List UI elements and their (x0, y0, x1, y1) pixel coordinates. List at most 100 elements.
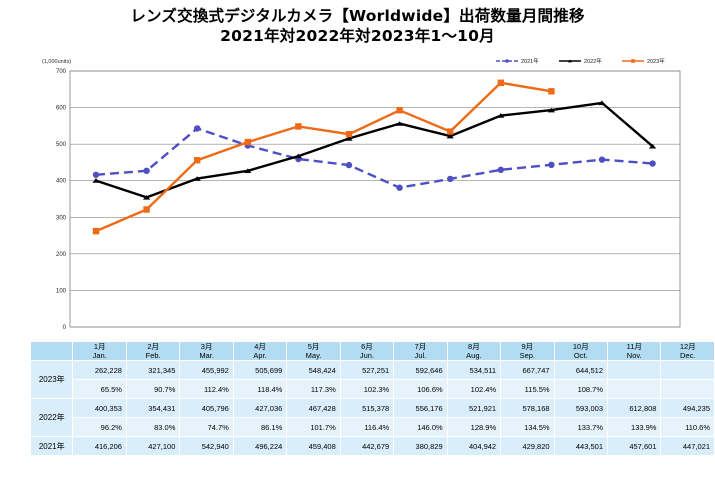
cell-2022-ratio: 101.7% (286, 417, 341, 437)
month-header-en: Jan. (92, 351, 107, 360)
point-2023年-5 (295, 123, 302, 130)
month-header-ja: 3月 (200, 342, 213, 352)
cell-2021-units: 542,940 (179, 436, 234, 456)
month-header-ja: 9月 (521, 342, 534, 352)
point-2021年-8 (447, 175, 454, 183)
cell-2021-units: 427,100 (125, 436, 181, 456)
row-label-2023: 2023年 (29, 360, 74, 399)
cell-2021-units: 496,224 (232, 436, 288, 456)
table-row-2021-units: 2021年 416,206 427,100 542,940 496,224 459,40… (29, 436, 715, 456)
series-line-2023年 (95, 81, 552, 233)
month-header-ja: 5月 (307, 342, 320, 352)
cell-2023-units: 667,747 (500, 360, 555, 380)
legend-marker-2023年 (631, 59, 635, 63)
cell-2023-ratio: 90.7% (125, 379, 181, 399)
cell-2021-units: 416,206 (72, 436, 127, 456)
row-label-2021: 2021年 (29, 436, 74, 456)
point-2022年-10 (547, 107, 555, 113)
cell-2023-ratio: 108.7% (553, 379, 609, 399)
chart-subtitle: 2021年対2022年対2023年1～10月 (220, 27, 495, 45)
month-header-ja: 7月 (414, 342, 427, 352)
month-header-cell: 2月 Feb. (125, 341, 181, 361)
point-2022年-4 (244, 168, 252, 174)
point-2021年-6 (345, 161, 353, 169)
point-2021年-2 (143, 167, 150, 175)
y-axis-ticks: 0 100 200 300 400 500 600 700 (56, 69, 67, 331)
point-2023年-3 (194, 157, 201, 164)
point-2022年-2 (143, 194, 151, 200)
cell-2023-units: 262,228 (72, 360, 127, 380)
month-header-cell: 12月 Dec. (660, 341, 715, 361)
legend-marker-2022年 (568, 59, 572, 63)
month-header-cell: 4月 Apr. (232, 341, 288, 361)
cell-2023-units: 455,992 (179, 360, 234, 380)
month-header-en: Aug. (466, 351, 482, 360)
legend-label-2021年: 2021年 (521, 57, 539, 65)
cell-2021-units: 447,021 (660, 436, 715, 456)
y-tick-label: 200 (56, 252, 67, 258)
cell-2023-units: 592,646 (393, 360, 448, 380)
cell-2022-units: 400,353 (72, 398, 127, 418)
point-2022年-1 (92, 178, 100, 183)
cell-2023-ratio: 115.5% (500, 379, 555, 399)
cell-2023-ratio: 112.4% (179, 379, 234, 399)
cell-2021-units: 443,501 (553, 436, 609, 456)
y-tick-label: 500 (56, 142, 67, 148)
series-2022年 (92, 100, 657, 200)
point-2021年-11 (598, 156, 606, 163)
table-row-2022-units: 2022年 400,353 354,431 405,796 427,036 467,42… (29, 398, 715, 437)
month-header-ja: 12月 (679, 342, 696, 352)
point-2022年-7 (396, 121, 404, 126)
cell-2022-ratio: 96.2% (72, 417, 127, 437)
cell-2022-units: 593,003 (553, 398, 609, 418)
cell-2023-units: 534,511 (446, 360, 502, 380)
month-header-en: Apr. (253, 351, 267, 360)
legend-label-2023年: 2023年 (647, 57, 665, 65)
series-2023年 (92, 79, 555, 235)
point-2022年-11 (598, 100, 606, 106)
table-row-2023-ratio: 65.5% 90.7% 112.4% 118.4% 117.3% 102.3% 106.6%… (31, 379, 715, 399)
cell-2021-units: 429,820 (500, 436, 555, 456)
cell-2021-units: 457,601 (607, 436, 662, 456)
point-2022年-8 (446, 133, 454, 139)
month-header-ja: 6月 (361, 342, 373, 352)
point-2022年-3 (193, 176, 201, 181)
month-header-ja: 11月 (626, 342, 642, 352)
month-header-en: Mar. (199, 351, 214, 360)
chart-grid (70, 70, 680, 328)
series-line-2021年 (95, 127, 653, 189)
point-2021年-7 (396, 184, 403, 191)
month-header-en: Nov. (626, 351, 642, 360)
cell-2022-ratio: 134.5% (500, 417, 555, 437)
chart-title: レンズ交換式デジタルカメラ【Worldwide】出荷数量月間推移 (130, 7, 585, 25)
cell-2022-units: 521,921 (446, 398, 502, 418)
month-header-ja: 10月 (572, 342, 589, 352)
cell-2022-ratio: 133.9% (607, 417, 662, 437)
cell-2023-ratio: 117.3% (286, 379, 341, 399)
point-2022年-6 (345, 136, 353, 141)
y-tick-label: 300 (56, 215, 67, 221)
month-header-cell: 9月 Sep. (500, 341, 555, 361)
cell-2022-units: 354,431 (125, 398, 181, 418)
cell-2023-ratio: 106.6% (393, 379, 448, 399)
month-header-en: Sep. (519, 351, 536, 360)
data-table: 1月 Jan. 2月 Feb. 3月 Mar. 4月 Apr. 5月 May. 6月 Jun. 7月 Ju… (29, 341, 715, 456)
cell-2022-units: 556,176 (393, 398, 448, 418)
point-2023年-9 (497, 79, 504, 86)
plot-frame (69, 70, 681, 328)
cell-2023-ratio: 65.5% (72, 379, 127, 399)
y-tick-label: 600 (56, 106, 67, 112)
cell-2022-ratio: 146.0% (393, 417, 448, 437)
table-corner-cell (29, 341, 74, 361)
table-row-2022-ratio: 96.2% 83.0% 74.7% 86.1% 101.7% 116.4% 146.0% 12… (31, 417, 715, 437)
month-header-cell: 11月 Nov. (607, 341, 662, 361)
month-header-en: May. (305, 351, 322, 360)
month-header-cell: 7月 Jul. (393, 341, 448, 361)
month-header-en: Feb. (145, 351, 161, 360)
table-header-row: 1月 Jan. 2月 Feb. 3月 Mar. 4月 Apr. 5月 May. 6月 Jun. 7月 Ju… (29, 341, 715, 361)
point-2022年-9 (497, 113, 505, 118)
cell-2022-ratio: 110.6% (660, 417, 715, 437)
point-2023年-7 (396, 107, 403, 114)
table-row-2023-units: 2023年 262,228 321,345 455,992 505,699 548,42… (29, 360, 715, 399)
point-2023年-6 (345, 130, 353, 138)
